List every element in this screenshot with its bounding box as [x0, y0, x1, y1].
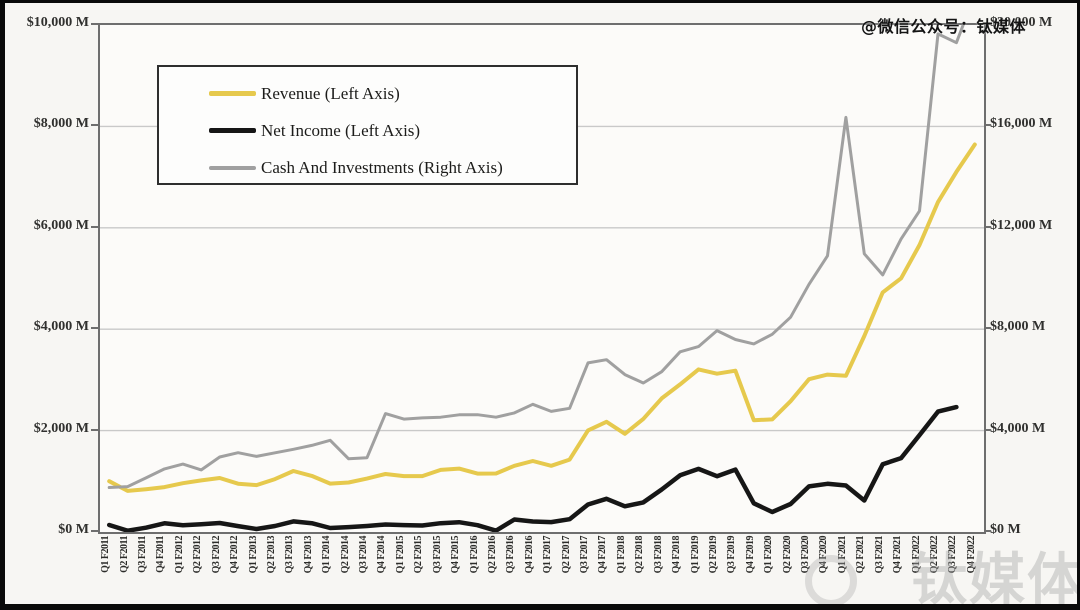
legend-label-net-income: Net Income (Left Axis) — [261, 120, 421, 140]
x-axis-label: Q4 F2014 — [376, 536, 388, 574]
x-axis-label: Q1 F2018 — [615, 536, 627, 574]
x-axis-label: Q1 F2019 — [689, 536, 701, 574]
axis-tick — [91, 530, 98, 532]
x-axis-label: Q2 F2019 — [707, 536, 719, 574]
x-axis-label: Q2 F2020 — [781, 536, 793, 574]
x-axis-label: Q3 F2012 — [210, 536, 222, 574]
y-axis-label-left: $0 M — [58, 522, 89, 537]
legend-label-cash: Cash And Investments (Right Axis) — [261, 157, 503, 177]
x-axis-label: Q2 F2021 — [855, 536, 867, 574]
x-axis-label: Q3 F2015 — [431, 536, 443, 574]
axis-tick — [91, 428, 98, 431]
x-axis-label: Q4 F2016 — [523, 536, 535, 574]
x-axis-label: Q4 F2019 — [744, 536, 756, 574]
axis-tick — [984, 327, 991, 330]
net-income-line — [106, 404, 959, 532]
x-axis-label: Q3 F2019 — [726, 536, 738, 574]
x-axis-label: Q2 F2018 — [634, 536, 646, 574]
x-axis-label: Q1 F2013 — [247, 536, 259, 574]
watermark-top-right: @微信公众号：钛媒体 — [861, 17, 1027, 36]
axis-tick — [91, 327, 98, 330]
x-axis-label: Q3 F2018 — [652, 536, 664, 574]
net-income-line-swatch — [209, 128, 256, 133]
x-axis-label: Q3 F2017 — [579, 536, 591, 574]
axis-tick — [91, 225, 98, 228]
x-axis-label: Q2 F2015 — [413, 536, 425, 574]
watermark-bottom-right: 钛媒体 — [911, 548, 1080, 610]
x-axis-label: Q2 F2011 — [118, 536, 130, 573]
y-axis-label-right: $20,000 M — [990, 15, 1053, 30]
cash-line-swatch — [209, 165, 256, 170]
axis-tick — [984, 530, 991, 532]
axis-tick — [984, 23, 991, 25]
x-axis-label: Q1 F2012 — [173, 536, 185, 574]
x-axis-label: Q1 F2011 — [100, 536, 112, 573]
y-axis-label-left: $4,000 M — [33, 319, 89, 335]
y-axis-label-right: $16,000 M — [990, 116, 1053, 132]
axis-tick — [984, 428, 991, 431]
legend-item-cash: Cash And Investments (Right Axis) — [209, 149, 576, 186]
x-axis-label: Q3 F2021 — [873, 536, 885, 574]
x-axis-label: Q3 F2013 — [284, 536, 296, 574]
y-axis-label-left: $8,000 M — [33, 116, 89, 132]
x-axis-label: Q4 F2011 — [155, 536, 167, 573]
x-axis-label: Q1 F2016 — [468, 536, 480, 574]
axis-tick — [984, 225, 991, 228]
legend-item-revenue: Revenue (Left Axis) — [209, 75, 576, 112]
tmtpost-logo-circle — [805, 555, 857, 604]
y-axis-label-left: $2,000 M — [33, 420, 89, 436]
x-axis-label: Q4 F2015 — [450, 536, 462, 574]
x-axis-label: Q1 F2020 — [763, 536, 775, 574]
y-axis-label-left: $10,000 M — [26, 15, 89, 30]
axis-tick — [984, 124, 991, 127]
cash-line — [107, 25, 965, 489]
x-axis-label: Q2 F2017 — [560, 536, 572, 574]
legend-item-net-income: Net Income (Left Axis) — [209, 112, 576, 149]
y-axis-label-left: $6,000 M — [33, 217, 89, 233]
x-axis-label: Q3 F2011 — [137, 536, 149, 573]
x-axis-label: Q4 F2012 — [229, 536, 241, 574]
legend: Revenue (Left Axis) Net Income (Left Axi… — [157, 65, 578, 185]
y-axis-label-right: $4,000 M — [990, 420, 1046, 436]
axis-tick — [91, 23, 98, 25]
x-axis-label: Q4 F2017 — [597, 536, 609, 574]
y-axis-label-right: $12,000 M — [990, 217, 1053, 233]
x-axis-label: Q3 F2016 — [505, 536, 517, 574]
x-axis-label: Q1 F2015 — [394, 536, 406, 574]
revenue-line — [107, 142, 977, 493]
x-axis-label: Q4 F2021 — [892, 536, 904, 574]
x-axis-label: Q1 F2017 — [542, 536, 554, 574]
y-axis-label-right: $8,000 M — [990, 319, 1046, 335]
x-axis-label: Q2 F2014 — [339, 536, 351, 574]
axis-tick — [91, 124, 98, 127]
x-axis-label: Q2 F2016 — [486, 536, 498, 574]
x-axis-label: Q4 F2018 — [671, 536, 683, 574]
y-axis-label-right: $0 M — [990, 522, 1021, 537]
revenue-line-swatch — [209, 91, 256, 96]
legend-label-revenue: Revenue (Left Axis) — [261, 83, 400, 103]
x-axis-label: Q4 F2013 — [302, 536, 314, 574]
x-axis-label: Q3 F2014 — [358, 536, 370, 574]
x-axis-label: Q2 F2012 — [192, 536, 204, 574]
x-axis-label: Q1 F2014 — [321, 536, 333, 574]
x-axis-label: Q2 F2013 — [265, 536, 277, 574]
